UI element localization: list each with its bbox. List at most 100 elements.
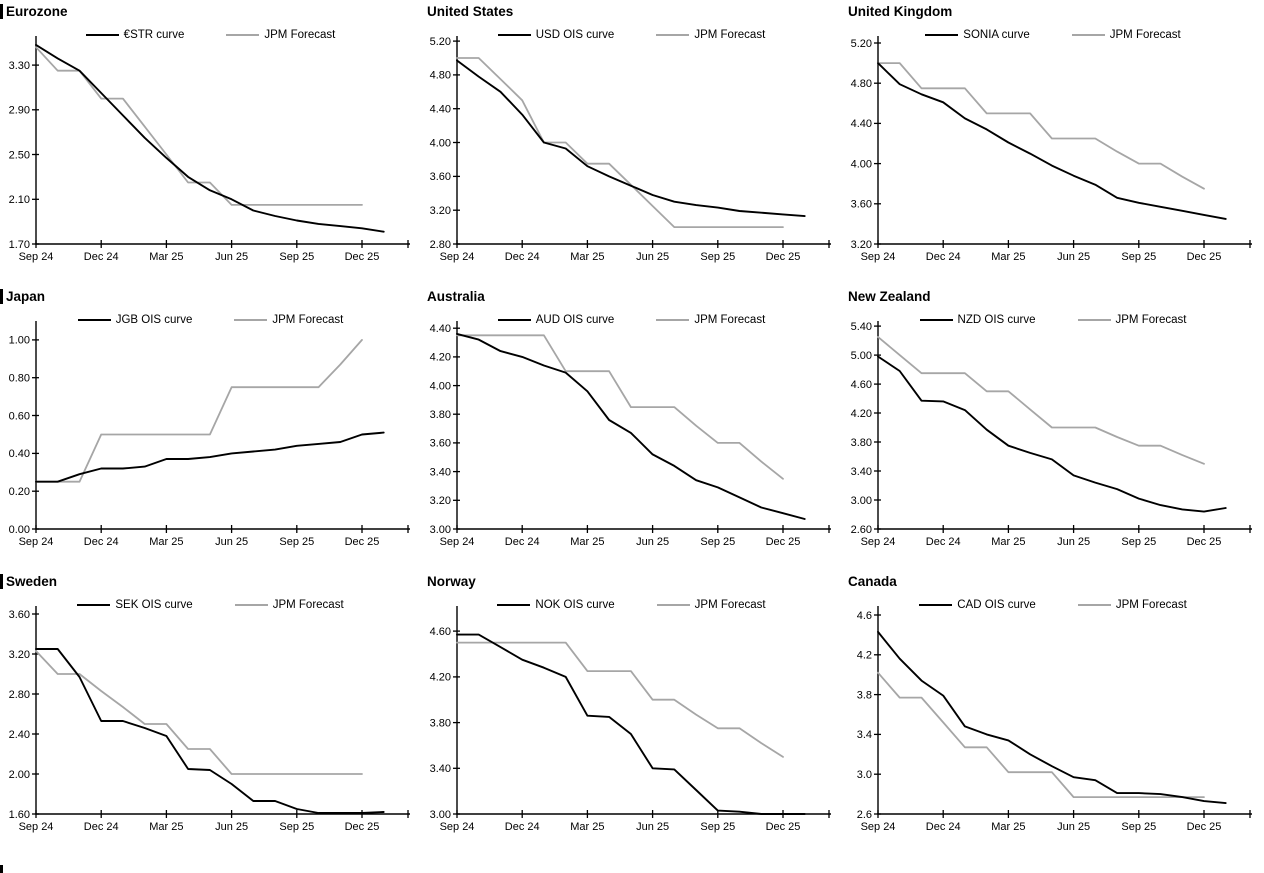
y-tick-label: 3.80: [430, 409, 451, 421]
x-tick-label: Dec 25: [345, 536, 380, 548]
chart-title: United Kingdom: [848, 4, 953, 19]
plot-area: NOK OIS curve JPM Forecast 3.00 3.40 3.80 4…: [421, 592, 842, 848]
x-tick-label: Sep 25: [1121, 821, 1156, 833]
y-tick-label: 2.00: [9, 769, 30, 781]
x-tick-label: Dec 25: [345, 821, 380, 833]
curve-line: [456, 59, 806, 218]
y-tick-label: 4.80: [430, 70, 451, 82]
y-tick-label: 3.40: [851, 466, 872, 478]
x-tick-label: Mar 25: [149, 536, 183, 548]
y-tick-label: 3.30: [9, 60, 30, 72]
panel-header: New Zealand: [842, 285, 1264, 307]
y-tick-label: 4.00: [430, 137, 451, 149]
y-tick-label: 3.00: [430, 809, 451, 821]
plot-area: SEK OIS curve JPM Forecast 1.60 2.00 2.40 2…: [0, 592, 421, 848]
x-tick-label: Dec 25: [1187, 536, 1222, 548]
chart-panel: Norway NOK OIS curve JPM Forecast 3.00 3.…: [421, 570, 842, 873]
line-chart: 1.70 2.10 2.50 2.90 3.30 Sep 24 Dec 24 Mar 25 Ju…: [9, 36, 410, 263]
y-tick-label: 3.60: [430, 171, 451, 183]
next-section-bar-partial: [0, 865, 3, 873]
y-tick-label: 1.60: [9, 809, 30, 821]
chart-title: Canada: [848, 574, 897, 589]
y-tick-label: 2.80: [9, 689, 30, 701]
y-tick-label: 3.60: [9, 609, 30, 621]
y-tick-label: 3.20: [430, 495, 451, 507]
y-tick-label: 4.00: [851, 158, 872, 170]
plot-area: JGB OIS curve JPM Forecast 0.00 0.20 0.40 0…: [0, 307, 421, 563]
chart-title: United States: [427, 4, 514, 19]
chart-panel: United States USD OIS curve JPM Forecast…: [421, 0, 842, 285]
y-tick-label: 3.20: [430, 205, 451, 217]
y-tick-label: 1.00: [9, 335, 30, 347]
x-tick-label: Mar 25: [570, 821, 604, 833]
y-tick-label: 4.40: [430, 104, 451, 116]
chart-title: New Zealand: [848, 289, 931, 304]
x-tick-label: Jun 25: [636, 821, 669, 833]
y-tick-label: 3.80: [430, 717, 451, 729]
y-tick-label: 1.70: [9, 239, 30, 251]
curve-line: [877, 62, 1227, 220]
x-tick-label: Dec 25: [766, 821, 801, 833]
y-tick-label: 3.00: [851, 495, 872, 507]
y-tick-label: 4.40: [430, 323, 451, 335]
panel-header: United Kingdom: [842, 0, 1264, 22]
line-chart: 2.80 3.20 3.60 4.00 4.40 4.80 5.20 Sep 24 Dec 24…: [430, 36, 831, 263]
forecast-line: [877, 335, 1205, 465]
x-tick-label: Sep 25: [279, 251, 314, 263]
x-tick-label: Sep 25: [279, 821, 314, 833]
chart-title: Australia: [427, 289, 485, 304]
y-tick-label: 4.80: [851, 78, 872, 90]
y-tick-label: 2.90: [9, 105, 30, 117]
chart-panel: New Zealand NZD OIS curve JPM Forecast 2…: [842, 285, 1264, 570]
x-tick-label: Mar 25: [149, 251, 183, 263]
x-tick-label: Sep 25: [700, 536, 735, 548]
x-tick-label: Dec 24: [926, 536, 961, 548]
y-tick-label: 3.00: [430, 524, 451, 536]
x-tick-label: Dec 25: [1187, 821, 1222, 833]
y-tick-label: 3.20: [9, 649, 30, 661]
curve-line: [456, 332, 806, 520]
x-tick-label: Jun 25: [215, 251, 248, 263]
section-bar: [0, 4, 3, 19]
x-tick-label: Dec 24: [505, 536, 540, 548]
y-tick-label: 5.00: [851, 350, 872, 362]
y-tick-label: 5.20: [430, 36, 451, 48]
x-tick-label: Dec 25: [345, 251, 380, 263]
y-tick-label: 4.20: [430, 352, 451, 364]
forecast-line: [456, 641, 784, 758]
plot-area: €STR curve JPM Forecast 1.70 2.10 2.50 2.90…: [0, 22, 421, 278]
chart-panel: Canada CAD OIS curve JPM Forecast 2.6 3.0…: [842, 570, 1264, 873]
y-tick-label: 3.8: [857, 689, 872, 701]
y-tick-label: 2.40: [9, 729, 30, 741]
x-tick-label: Dec 24: [926, 821, 961, 833]
curve-line: [35, 431, 385, 483]
panel-header: Norway: [421, 570, 842, 592]
x-tick-label: Sep 25: [1121, 536, 1156, 548]
x-tick-label: Dec 24: [505, 821, 540, 833]
y-tick-label: 0.60: [9, 410, 30, 422]
x-tick-label: Sep 24: [19, 821, 54, 833]
x-tick-label: Dec 24: [505, 251, 540, 263]
curve-line: [877, 355, 1227, 513]
y-tick-label: 3.20: [851, 239, 872, 251]
line-chart: 3.20 3.60 4.00 4.40 4.80 5.20 Sep 24 Dec 24 Mar …: [851, 36, 1252, 263]
x-tick-label: Jun 25: [1057, 251, 1090, 263]
y-tick-label: 4.6: [857, 610, 872, 622]
plot-area: SONIA curve JPM Forecast 3.20 3.60 4.00 4.4…: [842, 22, 1264, 278]
y-tick-label: 4.60: [430, 626, 451, 638]
curve-line: [35, 648, 385, 814]
y-tick-label: 3.60: [851, 199, 872, 211]
chart-panel: Eurozone €STR curve JPM Forecast 1.70 2.1…: [0, 0, 421, 285]
x-tick-label: Dec 25: [766, 251, 801, 263]
x-tick-label: Sep 25: [700, 251, 735, 263]
x-tick-label: Sep 24: [440, 251, 475, 263]
x-tick-label: Jun 25: [215, 821, 248, 833]
line-chart: 2.60 3.00 3.40 3.80 4.20 4.60 5.00 5.40 Sep 24 De…: [851, 321, 1252, 548]
line-chart: 3.00 3.40 3.80 4.20 4.60 Sep 24 Dec 24 Mar 25 Ju…: [430, 606, 831, 833]
x-tick-label: Jun 25: [636, 251, 669, 263]
x-tick-label: Sep 24: [19, 251, 54, 263]
plot-area: NZD OIS curve JPM Forecast 2.60 3.00 3.40 3…: [842, 307, 1264, 563]
y-tick-label: 4.20: [430, 672, 451, 684]
forecast-line: [877, 62, 1205, 190]
